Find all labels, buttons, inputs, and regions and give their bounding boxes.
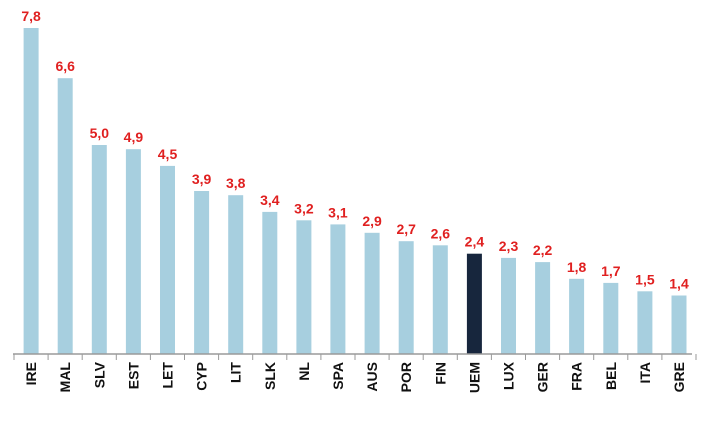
value-label-ita: 1,5: [635, 271, 655, 287]
value-label-fin: 2,6: [431, 225, 451, 241]
bar-lit: [228, 195, 244, 354]
category-label-est: EST: [125, 362, 141, 390]
category-label-slk: SLK: [262, 362, 278, 390]
bar-ger: [535, 262, 551, 354]
bar-spa: [330, 224, 346, 354]
value-label-est: 4,9: [124, 129, 144, 145]
bar-por: [398, 241, 414, 354]
value-label-mal: 6,6: [55, 58, 75, 74]
category-label-lux: LUX: [501, 361, 517, 390]
bar-slv: [91, 145, 107, 354]
x-ticks-group: [13, 354, 697, 360]
value-label-lit: 3,8: [226, 175, 246, 191]
value-label-slv: 5,0: [90, 125, 110, 141]
bar-slk: [262, 211, 278, 354]
category-label-lit: LIT: [228, 362, 244, 383]
bar-gre: [671, 295, 687, 354]
value-label-let: 4,5: [158, 146, 178, 162]
bar-nl: [296, 220, 312, 354]
bar-bel: [603, 282, 619, 354]
value-label-lux: 2,3: [499, 238, 519, 254]
value-labels-group: 7,8 6,6 5,0 4,9 4,5 3,9 3,8 3,4 3,2 3,1 2,9 2,7 2,6 2…: [21, 8, 689, 292]
value-label-nl: 3,2: [294, 200, 314, 216]
category-label-cyp: CYP: [194, 362, 210, 391]
value-label-uem: 2,4: [465, 234, 485, 250]
category-label-fra: FRA: [569, 362, 585, 391]
category-label-ire: IRE: [23, 362, 39, 385]
value-label-ire: 7,8: [21, 8, 41, 24]
value-label-bel: 1,7: [601, 263, 621, 279]
category-label-mal: MAL: [57, 362, 73, 393]
value-label-por: 2,7: [396, 221, 416, 237]
category-label-bel: BEL: [603, 362, 619, 390]
value-label-spa: 3,1: [328, 204, 348, 220]
bar-aus: [364, 232, 380, 354]
category-label-gre: GRE: [671, 362, 687, 392]
category-label-slv: SLV: [91, 361, 107, 388]
bar-mal: [57, 78, 73, 354]
category-labels-group: IRE MAL SLV EST LET CYP LIT SLK NL SPA AUS POR FIN UE…: [23, 361, 687, 393]
value-label-aus: 2,9: [362, 213, 382, 229]
category-label-aus: AUS: [364, 362, 380, 392]
value-label-gre: 1,4: [669, 276, 689, 292]
bar-uem: [466, 253, 482, 354]
bar-fin: [432, 245, 448, 354]
bar-cyp: [194, 191, 210, 354]
category-label-nl: NL: [296, 362, 312, 381]
bar-fra: [569, 278, 585, 354]
value-label-fra: 1,8: [567, 259, 587, 275]
category-label-uem: UEM: [466, 362, 482, 393]
bar-ire: [23, 28, 39, 354]
category-label-ger: GER: [535, 362, 551, 392]
category-label-spa: SPA: [330, 362, 346, 390]
category-label-fin: FIN: [432, 362, 448, 385]
value-label-cyp: 3,9: [192, 171, 212, 187]
bar-est: [125, 149, 141, 354]
bar-ita: [637, 291, 653, 354]
bar-lux: [501, 257, 516, 354]
category-label-let: LET: [160, 362, 176, 389]
category-label-por: POR: [398, 362, 414, 392]
bars-group: [23, 28, 687, 354]
value-label-slk: 3,4: [260, 192, 280, 208]
value-label-ger: 2,2: [533, 242, 553, 258]
category-label-ita: ITA: [637, 362, 653, 384]
bar-let: [160, 165, 175, 354]
